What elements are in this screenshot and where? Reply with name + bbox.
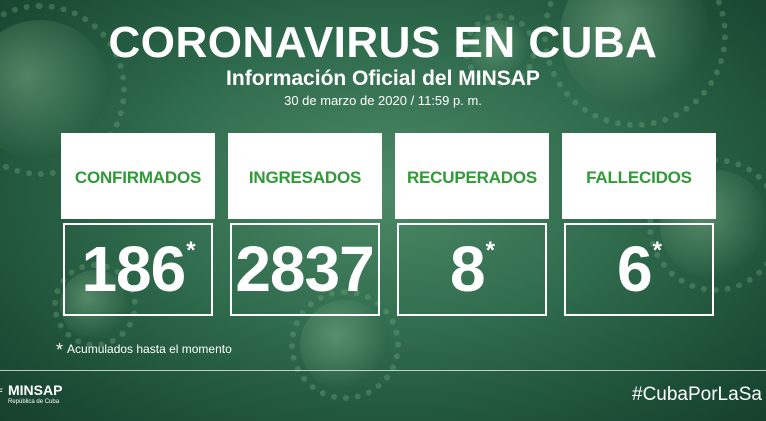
card-header: INGRESADOS [228,133,382,219]
card-ingresados: INGRESADOS 2837 [228,133,382,318]
card-value-box: 8* [397,223,547,316]
footnote: * Acumulados hasta el momento [56,340,232,360]
card-header: RECUPERADOS [395,133,549,219]
asterisk-icon: * [652,237,662,264]
asterisk-icon: * [186,237,195,264]
asterisk-icon: * [56,340,64,360]
card-value-box: 2837 [230,223,380,316]
footnote-text: Acumulados hasta el momento [67,342,232,356]
card-value: 2837 [232,231,378,307]
card-number: 186 [81,233,186,305]
card-value: 186* [65,231,211,307]
card-label: FALLECIDOS [586,168,692,187]
card-label: RECUPERADOS [406,168,538,187]
card-confirmados: CONFIRMADOS 186* [61,133,215,318]
card-value-box: 186* [63,223,213,316]
report-date: 30 de marzo de 2020 / 11:59 p. m. [284,93,482,108]
card-label: INGRESADOS [248,168,362,187]
logo-mark-icon: ≈ [0,384,6,396]
page-subtitle: Información Oficial del MINSAP [226,67,540,90]
card-number: 6 [617,233,653,305]
card-label: CONFIRMADOS [74,168,202,187]
card-recuperados: RECUPERADOS 8* [395,133,549,318]
virus-background-graphic [51,261,139,349]
card-value: 8* [399,231,545,307]
asterisk-icon: * [485,237,495,264]
card-value-box: 6* [564,223,714,316]
hashtag: #CubaPorLaSa [632,384,762,405]
virus-background-graphic [462,12,538,88]
card-number: 8 [450,233,486,305]
card-number: 2837 [235,233,374,305]
logo-subtitle: República de Cuba [8,399,60,405]
virus-background-graphic [542,0,728,128]
card-header: CONFIRMADOS [61,133,215,219]
card-value: 6* [566,231,712,307]
card-header: FALLECIDOS [562,133,716,219]
logo-name: MINSAP [8,382,63,398]
card-fallecidos: FALLECIDOS 6* [562,133,716,318]
footer-divider [0,370,766,371]
page-title: CORONAVIRUS EN CUBA [108,18,658,67]
